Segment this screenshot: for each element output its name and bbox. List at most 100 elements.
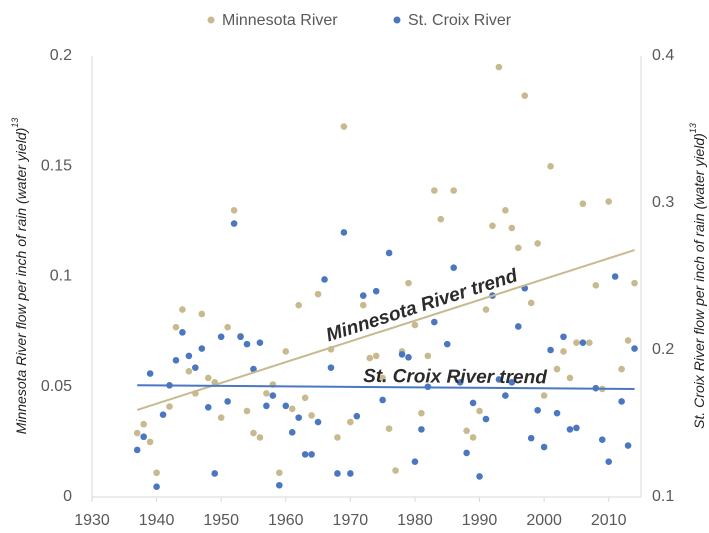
point bbox=[133, 429, 141, 437]
point bbox=[263, 402, 270, 410]
point bbox=[431, 318, 438, 326]
point bbox=[463, 449, 470, 457]
point bbox=[631, 345, 638, 352]
y-tick-label: 0.15 bbox=[41, 157, 72, 174]
point bbox=[418, 409, 425, 417]
point bbox=[192, 364, 199, 371]
x-tick-label: 1980 bbox=[397, 512, 433, 529]
point bbox=[366, 354, 374, 362]
point bbox=[450, 187, 457, 194]
point bbox=[553, 409, 561, 417]
trend-line bbox=[136, 249, 635, 411]
point bbox=[398, 351, 406, 358]
point bbox=[592, 282, 600, 289]
legend-label: St. Croix River bbox=[408, 12, 512, 29]
point bbox=[502, 392, 509, 399]
point bbox=[508, 224, 516, 232]
point bbox=[179, 306, 186, 313]
point bbox=[540, 392, 548, 399]
point bbox=[547, 162, 554, 170]
point bbox=[392, 467, 399, 474]
point bbox=[172, 323, 180, 331]
point bbox=[547, 346, 554, 354]
point bbox=[133, 446, 141, 454]
x-tick-label: 1970 bbox=[333, 512, 369, 529]
point bbox=[198, 310, 206, 318]
point bbox=[482, 415, 490, 423]
point bbox=[482, 306, 490, 313]
point bbox=[353, 412, 361, 420]
point bbox=[263, 390, 270, 397]
trend-label: Minnesota River trend bbox=[324, 265, 521, 346]
point bbox=[631, 279, 638, 287]
point bbox=[443, 340, 451, 348]
point bbox=[308, 412, 315, 419]
point bbox=[560, 333, 567, 341]
trend-line bbox=[137, 384, 635, 390]
point bbox=[276, 481, 283, 489]
point bbox=[217, 414, 225, 421]
point bbox=[204, 404, 212, 411]
point bbox=[566, 426, 574, 433]
point bbox=[359, 301, 367, 309]
y-axis-label-text: Minnesota River flow per inch of rain (w… bbox=[13, 128, 29, 435]
point bbox=[314, 418, 322, 426]
point bbox=[495, 376, 503, 383]
point bbox=[411, 321, 419, 329]
y2-tick-label: 0.3 bbox=[652, 194, 674, 211]
point bbox=[301, 451, 309, 458]
legend-label: Minnesota River bbox=[222, 12, 338, 29]
point bbox=[243, 407, 251, 415]
point bbox=[146, 438, 154, 446]
point bbox=[405, 279, 412, 287]
point bbox=[237, 333, 244, 341]
trend-label: St. Croix River trend bbox=[363, 366, 547, 388]
point bbox=[579, 200, 587, 208]
y2-axis-label-text: St. Croix River flow per inch of rain (w… bbox=[691, 133, 707, 429]
y-axis-label-sup: 13 bbox=[10, 118, 20, 128]
point bbox=[347, 470, 354, 477]
x-tick-label: 1960 bbox=[268, 512, 304, 529]
point bbox=[573, 339, 580, 346]
point bbox=[424, 352, 432, 360]
point bbox=[288, 405, 296, 413]
x-tick-label: 1940 bbox=[139, 512, 175, 529]
point bbox=[269, 392, 277, 399]
point bbox=[456, 379, 464, 386]
x-tick-label: 2010 bbox=[591, 512, 627, 529]
point bbox=[250, 429, 257, 437]
point bbox=[495, 63, 503, 71]
point bbox=[211, 470, 219, 477]
point bbox=[618, 365, 625, 373]
point bbox=[256, 339, 264, 346]
point bbox=[385, 425, 393, 432]
point bbox=[508, 379, 516, 386]
point bbox=[385, 249, 393, 257]
y2-tick-label: 0.4 bbox=[652, 47, 674, 64]
point bbox=[256, 434, 264, 441]
point bbox=[340, 123, 348, 130]
y2-tick-label: 0.1 bbox=[652, 488, 674, 505]
point bbox=[359, 292, 367, 299]
point bbox=[586, 339, 593, 346]
point bbox=[411, 458, 419, 466]
point bbox=[140, 420, 147, 428]
point bbox=[379, 396, 386, 404]
x-tick-label: 1950 bbox=[203, 512, 239, 529]
point bbox=[250, 365, 257, 373]
point bbox=[321, 276, 328, 283]
point bbox=[204, 374, 212, 382]
point bbox=[573, 424, 580, 432]
point bbox=[340, 229, 348, 236]
point bbox=[372, 352, 380, 360]
point bbox=[153, 469, 160, 477]
point bbox=[624, 337, 632, 344]
point bbox=[521, 92, 529, 99]
point bbox=[624, 442, 632, 449]
point bbox=[308, 451, 315, 458]
point bbox=[282, 402, 290, 410]
point bbox=[153, 483, 160, 491]
point bbox=[560, 348, 567, 355]
point bbox=[230, 220, 238, 227]
point bbox=[618, 398, 625, 405]
